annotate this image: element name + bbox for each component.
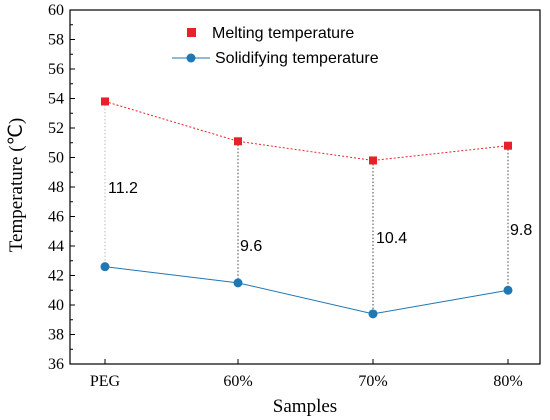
x-tick-label: 70% bbox=[358, 373, 387, 390]
y-tick-label: 50 bbox=[48, 150, 64, 167]
melting-temperature-point bbox=[101, 97, 109, 106]
legend-melting-marker bbox=[187, 28, 196, 37]
difference-annotations: 11.2 9.6 10.4 9.8 bbox=[108, 180, 532, 255]
y-ticks: 36 38 40 42 44 46 48 50 52 54 56 58 60 bbox=[48, 2, 75, 373]
solidifying-temperature-point bbox=[503, 285, 513, 295]
legend-melting-label: Melting temperature bbox=[212, 25, 354, 42]
difference-connectors bbox=[104, 101, 509, 314]
melting-temperature-line bbox=[104, 100, 509, 161]
melting-temperature-point bbox=[504, 141, 512, 150]
y-tick-label: 46 bbox=[48, 209, 64, 226]
difference-label: 11.2 bbox=[108, 180, 138, 197]
y-tick-label: 36 bbox=[48, 356, 64, 373]
y-tick-label: 60 bbox=[48, 2, 64, 19]
y-tick-label: 52 bbox=[48, 120, 64, 137]
y-tick-label: 48 bbox=[48, 179, 64, 196]
x-tick-label: 80% bbox=[493, 373, 522, 390]
y-tick-label: 40 bbox=[48, 297, 64, 314]
x-tick-label: PEG bbox=[90, 373, 121, 390]
melting-temperature-point bbox=[234, 137, 242, 146]
x-tick-label: 60% bbox=[223, 373, 252, 390]
difference-label: 10.4 bbox=[376, 230, 407, 247]
y-tick-label: 38 bbox=[48, 327, 64, 344]
y-tick-label: 58 bbox=[48, 32, 64, 49]
solidifying-temperature-point bbox=[233, 278, 243, 288]
y-tick-label: 42 bbox=[48, 268, 64, 285]
legend: Melting temperature Solidifying temperatu… bbox=[172, 25, 379, 67]
y-tick-label: 44 bbox=[48, 238, 64, 255]
series bbox=[100, 97, 513, 319]
legend-solidifying-label: Solidifying temperature bbox=[215, 50, 379, 67]
x-ticks: PEG 60% 70% 80% bbox=[90, 359, 523, 390]
solidifying-temperature-line bbox=[104, 266, 509, 315]
melting-temperature-point bbox=[369, 156, 377, 165]
legend-solidifying-marker bbox=[186, 53, 196, 63]
solidifying-temperature-point bbox=[100, 262, 110, 272]
difference-label: 9.6 bbox=[240, 238, 262, 255]
y-tick-label: 56 bbox=[48, 61, 64, 78]
difference-label: 9.8 bbox=[510, 222, 532, 239]
x-axis-title: Samples bbox=[273, 396, 337, 417]
y-tick-label: 54 bbox=[48, 91, 64, 108]
y-axis-title: Temperature (℃) bbox=[6, 118, 27, 252]
solidifying-temperature-point bbox=[368, 309, 378, 319]
